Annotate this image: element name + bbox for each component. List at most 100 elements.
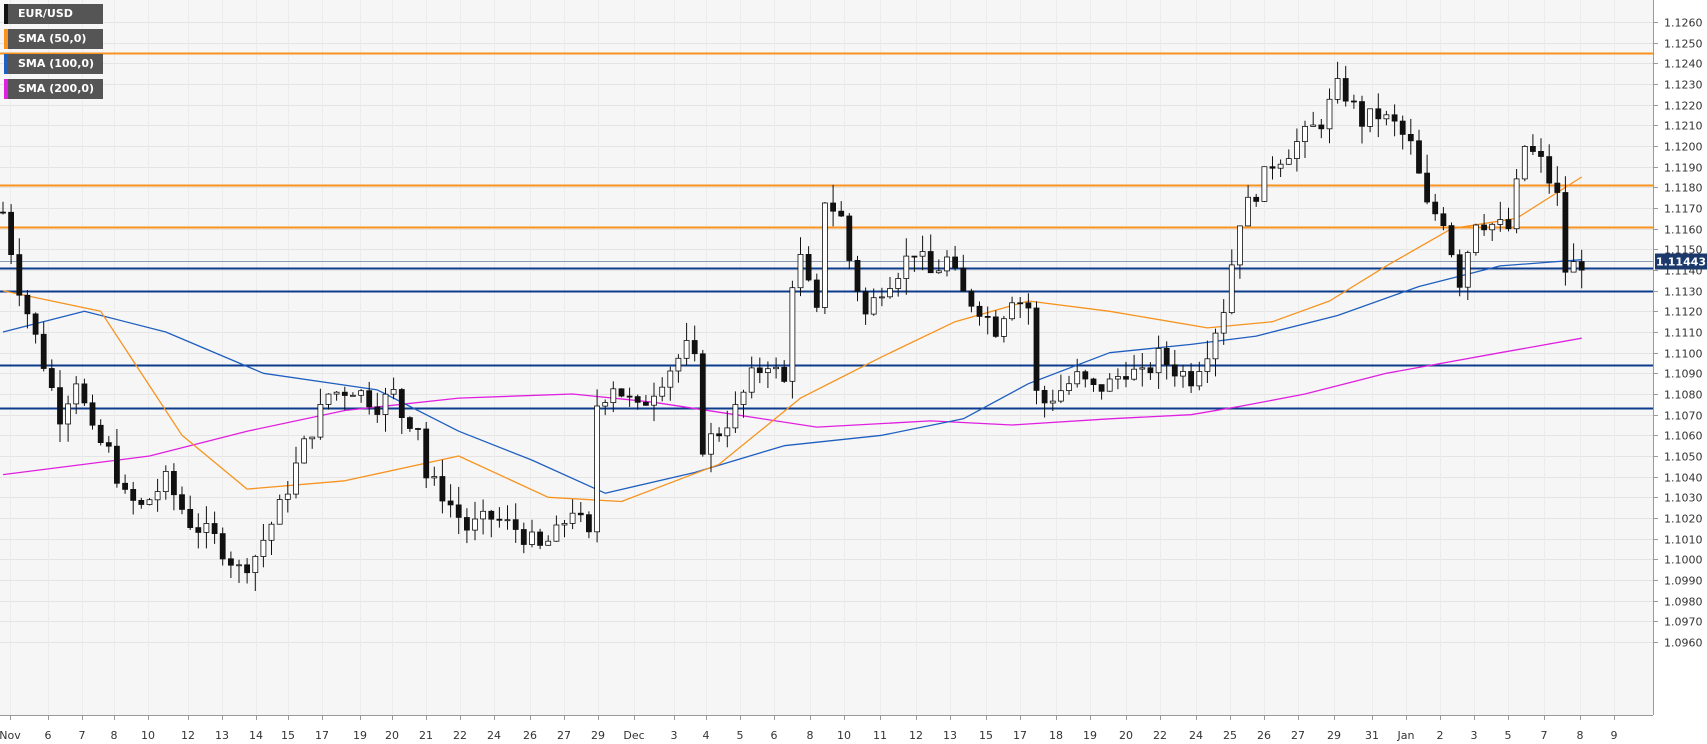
candle-body-up [1310, 124, 1317, 127]
candle [1041, 385, 1048, 418]
candle [634, 394, 641, 410]
candle-body-up [1196, 371, 1203, 387]
candle [463, 508, 470, 544]
legend-label: EUR/USD [18, 7, 73, 20]
candle [179, 486, 185, 515]
candle-body-up [919, 251, 926, 257]
candle-body-up [1294, 141, 1300, 160]
candle-body-down [488, 510, 495, 520]
candle [1082, 369, 1089, 388]
candle-body-down [1424, 172, 1430, 203]
x-tick-label: 21 [419, 729, 433, 742]
candle [1473, 223, 1479, 256]
x-tick-label: 25 [1223, 729, 1237, 742]
candle-body-up [1204, 358, 1211, 372]
y-tick-label: 1.1050 [1664, 451, 1703, 464]
candle-body-up [1326, 98, 1333, 130]
x-tick-label: Dec [623, 729, 644, 742]
candle [740, 389, 747, 418]
candle [675, 354, 682, 383]
candle-body-down [16, 254, 23, 296]
candle-body-down [952, 256, 958, 269]
candle [431, 466, 438, 486]
candle [32, 312, 39, 344]
candle-body-down [1538, 150, 1544, 157]
candle-body-down [984, 315, 991, 318]
candle [252, 554, 259, 591]
candle-body-up [1497, 219, 1504, 225]
candle-body-up [569, 512, 576, 524]
candle [887, 277, 893, 299]
candle-body-down [1481, 224, 1487, 231]
candle [130, 481, 137, 515]
candle-body-up [740, 391, 747, 405]
candle [236, 559, 242, 583]
candle [170, 463, 177, 511]
candle [1228, 249, 1235, 315]
legend-sma-200[interactable]: SMA (200,0) [4, 79, 104, 99]
candle-body-up [390, 389, 397, 395]
candle [1123, 361, 1129, 388]
y-tick-label: 1.1090 [1664, 368, 1703, 381]
y-tick-label: 1.1170 [1664, 203, 1703, 216]
legend-sma-50[interactable]: SMA (50,0) [4, 29, 104, 49]
candle-body-up [1074, 371, 1081, 385]
candle-body-down [341, 391, 348, 396]
candle [1416, 129, 1422, 174]
candle-body-down [634, 396, 641, 403]
candle [138, 497, 145, 509]
candle-body-down [114, 445, 120, 484]
candle-body-down [586, 514, 592, 533]
y-tick-label: 1.1110 [1664, 327, 1703, 340]
x-tick-label: 20 [385, 729, 399, 742]
candle-body-down [130, 488, 137, 501]
candle-body-down [756, 367, 763, 373]
candle-body-up [1001, 318, 1007, 337]
legend-label: SMA (200,0) [18, 82, 95, 95]
x-tick-label: 19 [353, 729, 367, 742]
candle [952, 245, 958, 271]
candle [1147, 362, 1154, 380]
candle [447, 484, 454, 518]
candle-body-down [911, 255, 918, 258]
candle [1554, 166, 1561, 206]
x-tick-label: 24 [487, 729, 501, 742]
candle-body-down [699, 353, 706, 455]
candle [1001, 316, 1007, 343]
legend-sma-100[interactable]: SMA (100,0) [4, 54, 104, 74]
candle [870, 288, 877, 316]
candle-body-up [1131, 368, 1137, 380]
candle-body-down [537, 531, 543, 546]
candle-body-down [219, 533, 226, 560]
candle-body-up [529, 531, 535, 545]
x-tick-label: 20 [1119, 729, 1133, 742]
candle-body-down [1090, 378, 1097, 385]
candle [765, 361, 771, 388]
candle [651, 382, 657, 422]
x-tick-label: 12 [909, 729, 923, 742]
candle-body-down [838, 210, 845, 217]
candle-body-down [1359, 101, 1365, 127]
candle-body-down [1578, 261, 1585, 271]
candle-body-up [317, 403, 324, 438]
candle [968, 288, 975, 313]
legend-eurusd[interactable]: EUR/USD [4, 4, 104, 24]
candle-body-down [1375, 108, 1382, 120]
candle-body-up [610, 388, 617, 403]
candle [1505, 207, 1512, 232]
candle [480, 499, 487, 535]
candle [16, 238, 23, 307]
candle-body-up [349, 394, 356, 397]
candle-body-up [651, 395, 657, 406]
candle [1294, 128, 1300, 172]
candle-body-up [252, 556, 259, 574]
candle-body-up [309, 436, 316, 440]
candle [1017, 297, 1024, 318]
x-tick-label: Jan [1397, 729, 1415, 742]
candle-body-up [748, 367, 755, 393]
candle [325, 393, 332, 410]
x-axis-ticks: Nov 6 7 8 10 12 13 14 15 17 19 20 21 22 24 26 27 29 Dec 3 4 5… [0, 715, 1618, 742]
x-tick-label: 31 [1365, 729, 1379, 742]
candle-body-up [1245, 196, 1251, 227]
